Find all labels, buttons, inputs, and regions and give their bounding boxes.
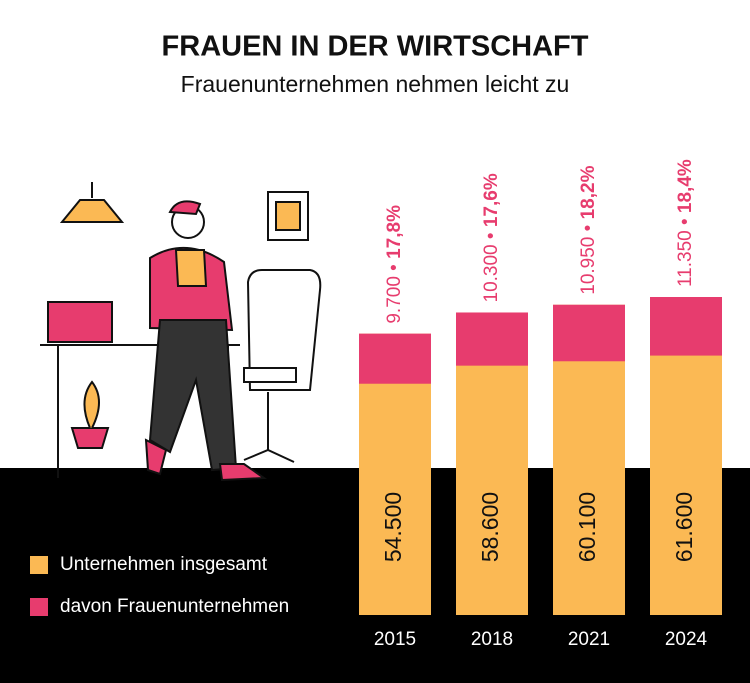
women-label-part: 10.950 — [578, 237, 599, 295]
women-label-part: • — [675, 218, 696, 230]
x-tick-label: 2024 — [665, 629, 708, 650]
chart-title: FRAUEN IN DER WIRTSCHAFT — [162, 31, 589, 63]
bar-women — [650, 297, 722, 356]
value-label: 58.600 — [477, 492, 503, 562]
women-label-part: 17,6% — [481, 173, 502, 232]
women-label-part: 11.350 — [675, 230, 696, 287]
women-label-part: • — [578, 225, 599, 237]
legend-label: davon Frauenunternehmen — [60, 596, 289, 617]
women-label: 11.350 • 18,4% — [675, 159, 696, 287]
women-label-part: 18,2% — [578, 165, 599, 224]
chart-subtitle: Frauenunternehmen nehmen leicht zu — [181, 71, 570, 97]
women-label-part: • — [384, 264, 405, 276]
bar-women — [456, 312, 528, 366]
x-tick-label: 2021 — [568, 629, 610, 650]
women-label-part: 18,4% — [675, 159, 696, 218]
legend-swatch — [30, 598, 48, 616]
value-label: 60.100 — [574, 492, 600, 562]
women-label: 10.300 • 17,6% — [481, 173, 502, 302]
women-label-part: 10.300 — [481, 244, 502, 302]
x-tick-label: 2018 — [471, 629, 513, 650]
women-label: 10.950 • 18,2% — [578, 165, 599, 294]
women-label: 9.700 • 17,8% — [384, 205, 405, 324]
bar-women — [359, 333, 431, 384]
legend-swatch — [30, 556, 48, 574]
bar-women — [553, 304, 625, 362]
women-label-part: 9.700 — [384, 276, 405, 324]
value-label: 61.600 — [671, 492, 697, 562]
illustration — [40, 182, 322, 482]
x-tick-label: 2015 — [374, 629, 416, 650]
women-label-part: • — [481, 232, 502, 244]
legend-label: Unternehmen insgesamt — [60, 554, 268, 575]
value-label: 54.500 — [380, 492, 406, 562]
women-label-part: 17,8% — [384, 205, 405, 264]
